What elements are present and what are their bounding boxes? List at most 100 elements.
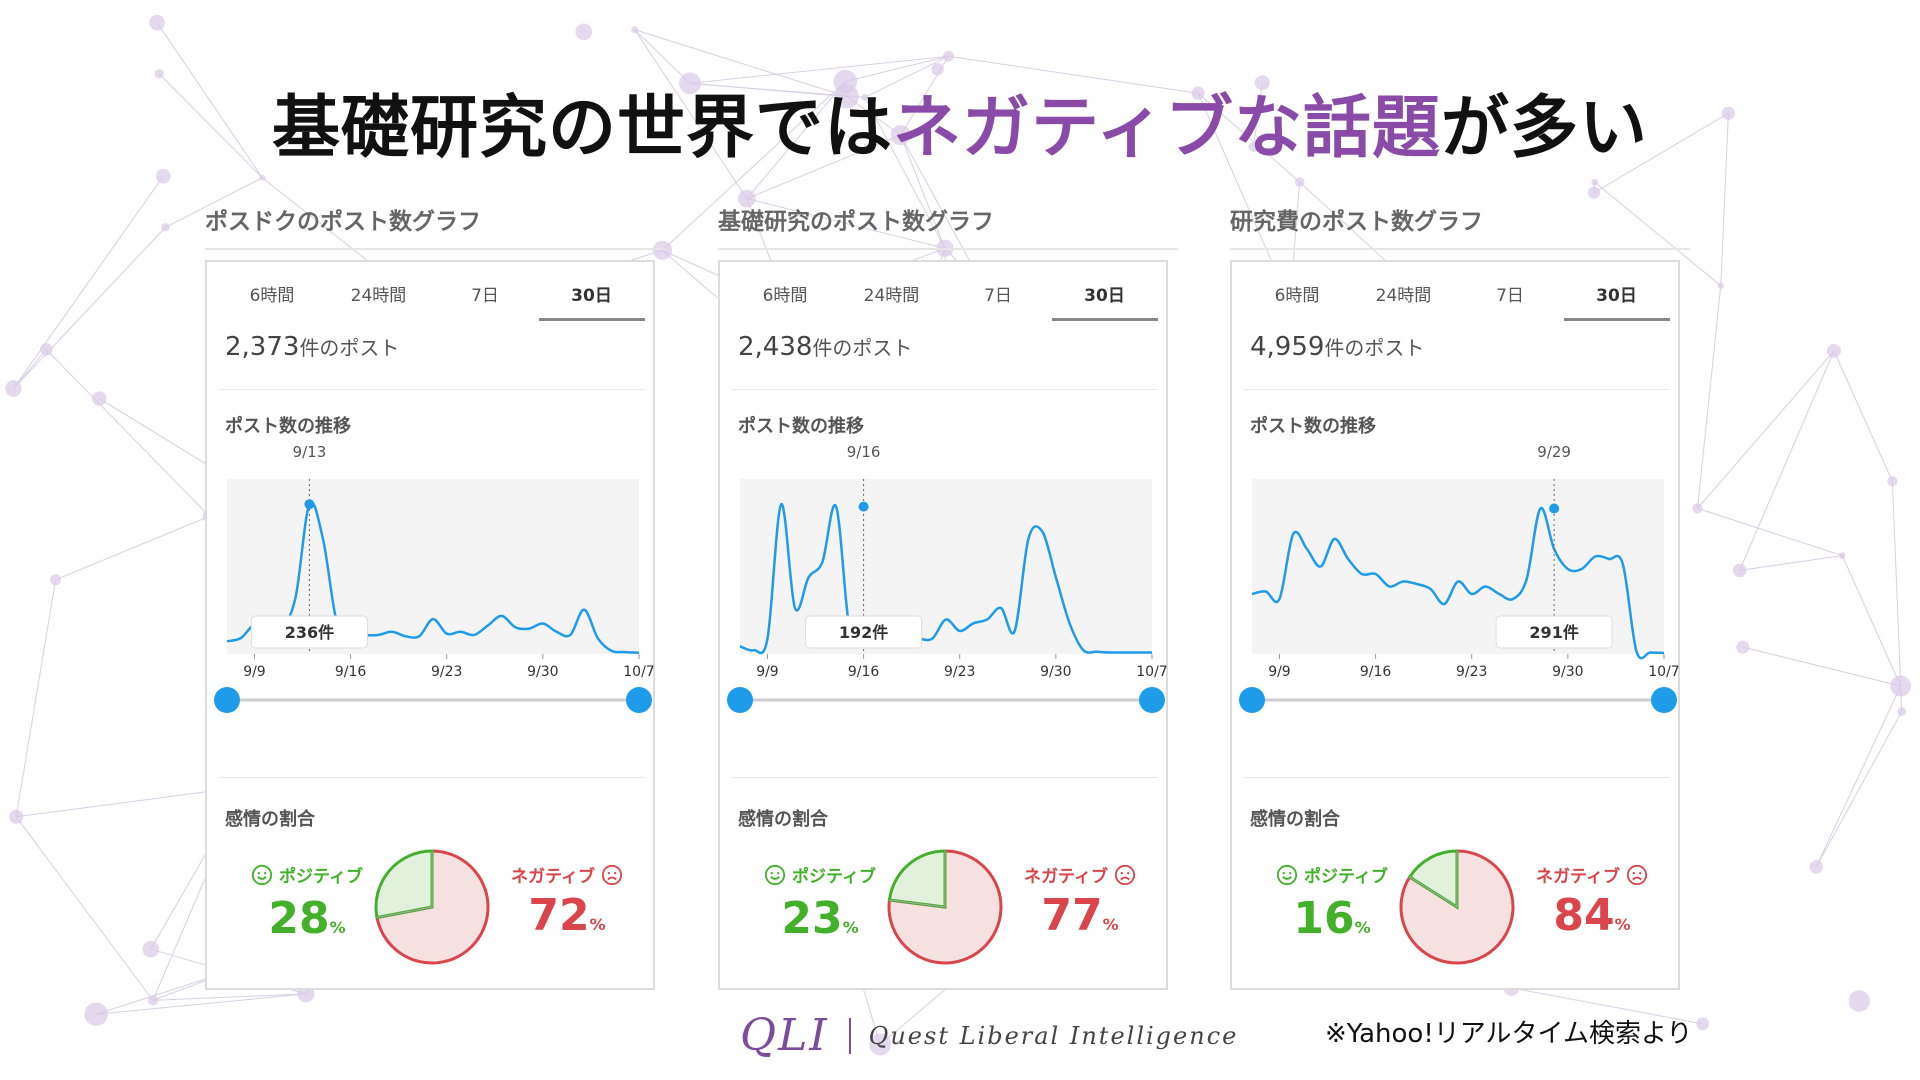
- positive-block: ポジティブ 28%: [227, 862, 387, 957]
- negative-slice: [1399, 849, 1515, 965]
- tab-range[interactable]: 24時間: [350, 286, 407, 306]
- percent-unit: %: [1354, 917, 1371, 937]
- panel-heading-text: 基礎研究のポスト数グラフ: [718, 209, 994, 235]
- negative-label: ネガティブ: [1024, 862, 1136, 887]
- panel-heading: 研究費のポスト数グラフ: [1230, 196, 1690, 250]
- panel-heading: ポスドクのポスト数グラフ: [205, 196, 665, 250]
- time-range-tabs: 6時間 24時間 7日 30日: [732, 274, 1158, 321]
- frown-icon: [1626, 864, 1648, 885]
- tab-range[interactable]: 24時間: [863, 286, 920, 306]
- tab-range[interactable]: 6時間: [762, 286, 808, 306]
- highlight-point[interactable]: [304, 499, 315, 510]
- smile-icon: [251, 864, 273, 885]
- divider: [1244, 777, 1670, 778]
- trend-chart: 9/9 9/16 9/23 9/30 10/7 9/29 291件: [1239, 443, 1680, 713]
- negative-label-text: ネガティブ: [1024, 867, 1108, 887]
- positive-slice: [1407, 849, 1459, 910]
- panel-heading-text: 研究費のポスト数グラフ: [1230, 209, 1483, 235]
- negative-label: ネガティブ: [511, 862, 623, 887]
- range-slider-start-handle[interactable]: [1239, 687, 1265, 713]
- slice-divider: [889, 899, 946, 908]
- divider: [219, 777, 645, 778]
- tab-range[interactable]: 6時間: [249, 286, 295, 306]
- tab-range[interactable]: 7日: [1496, 286, 1524, 306]
- positive-percent-value: 16: [1293, 892, 1355, 944]
- tab-range[interactable]: 7日: [471, 286, 499, 306]
- post-count-value: 2,373: [225, 332, 300, 362]
- series-line: [1251, 507, 1665, 660]
- negative-percent-value: 84: [1553, 890, 1615, 941]
- positive-label-text: ポジティブ: [1304, 867, 1388, 887]
- trend-heading: ポスト数の推移: [225, 416, 351, 437]
- post-graph-card: 6時間 24時間 7日 30日 2,438件のポスト ポスト数の推移 9/9 9/16 9/23…: [718, 260, 1168, 990]
- post-count-value: 2,438: [738, 332, 813, 362]
- panel-heading: 基礎研究のポスト数グラフ: [718, 196, 1178, 250]
- highlight-point[interactable]: [858, 501, 869, 512]
- tab-range[interactable]: 30日: [1051, 274, 1158, 321]
- percent-unit: %: [842, 917, 859, 937]
- tab-range[interactable]: 24時間: [1375, 286, 1432, 306]
- highlight-date: 9/29: [1537, 443, 1571, 461]
- title-text: 基礎研究の世界では: [272, 89, 894, 168]
- x-tick-label: 9/30: [527, 664, 558, 680]
- percent-unit: %: [329, 917, 346, 937]
- positive-percent: 23%: [740, 890, 900, 957]
- post-count-value: 4,959: [1250, 332, 1325, 362]
- positive-percent: 16%: [1252, 890, 1412, 957]
- frown-icon: [601, 864, 623, 885]
- tab-range[interactable]: 30日: [1563, 274, 1670, 321]
- divider: [1244, 389, 1670, 390]
- positive-slice: [887, 849, 947, 909]
- post-count: 2,438件のポスト: [738, 332, 1158, 372]
- tab-range[interactable]: 7日: [984, 286, 1012, 306]
- negative-block: ネガティブ 77%: [1000, 862, 1160, 954]
- x-tick-label: 9/9: [243, 664, 266, 680]
- panel-heading-text: ポスドクのポスト数グラフ: [205, 209, 481, 235]
- post-count-unit: 件のポスト: [812, 336, 913, 360]
- post-graph-card: 6時間 24時間 7日 30日 4,959件のポスト ポスト数の推移 9/9 9/16 9/23…: [1230, 260, 1680, 990]
- plot-area: [740, 479, 1152, 654]
- source-note: ※Yahoo!リアルタイム検索より: [1325, 1019, 1693, 1049]
- value-tooltip: [805, 615, 923, 649]
- sentiment-heading: 感情の割合: [738, 809, 828, 830]
- highlight-date: 9/16: [847, 443, 881, 461]
- range-slider-start-handle[interactable]: [727, 687, 753, 713]
- x-tick-label: 9/30: [1040, 664, 1071, 680]
- sentiment-pie: [887, 849, 1003, 965]
- tab-range[interactable]: 6時間: [1274, 286, 1320, 306]
- highlight-date: 9/13: [293, 443, 327, 461]
- post-graph-card: 6時間 24時間 7日 30日 2,373件のポストポスト数の推移 9/9 9/16 9/23…: [205, 260, 655, 990]
- smile-icon: [1276, 864, 1298, 885]
- post-count-unit: 件のポスト: [299, 336, 400, 360]
- negative-block: ネガティブ 72%: [487, 862, 647, 954]
- x-tick-label: 9/30: [1552, 664, 1583, 680]
- range-slider-end-handle[interactable]: [1139, 687, 1165, 713]
- time-range-tabs: 6時間 24時間 7日 30日: [1244, 274, 1670, 321]
- range-slider-end-handle[interactable]: [626, 687, 652, 713]
- tab-range[interactable]: 30日: [538, 274, 645, 321]
- range-slider-start-handle[interactable]: [214, 687, 240, 713]
- range-slider-end-handle[interactable]: [1651, 687, 1677, 713]
- tooltip-value: 192件: [839, 623, 888, 642]
- x-tick-label: 9/23: [431, 664, 462, 680]
- tooltip-value: 291件: [1529, 623, 1578, 642]
- trend-heading: ポスト数の推移: [1250, 416, 1376, 437]
- positive-percent: 28%: [227, 890, 387, 957]
- post-count-unit: 件のポスト: [1324, 336, 1425, 360]
- positive-slice: [374, 849, 434, 920]
- smile-icon: [764, 864, 786, 885]
- negative-percent-value: 77: [1041, 890, 1103, 941]
- negative-label-text: ネガティブ: [511, 867, 595, 887]
- negative-percent: 77%: [1000, 887, 1160, 954]
- positive-percent-value: 28: [268, 892, 330, 944]
- highlight-point[interactable]: [1549, 503, 1560, 514]
- percent-unit: %: [1614, 915, 1631, 934]
- series-line: [226, 500, 640, 654]
- x-tick-label: 9/16: [335, 664, 367, 680]
- trend-chart: 9/9 9/16 9/23 9/30 10/7 9/16 192件: [727, 443, 1168, 713]
- page-title: 基礎研究の世界ではネガティブな話題が多い: [0, 72, 1920, 171]
- percent-unit: %: [589, 915, 606, 934]
- negative-slice: [887, 849, 1003, 965]
- divider: [219, 389, 645, 390]
- positive-block: ポジティブ 23%: [740, 862, 900, 957]
